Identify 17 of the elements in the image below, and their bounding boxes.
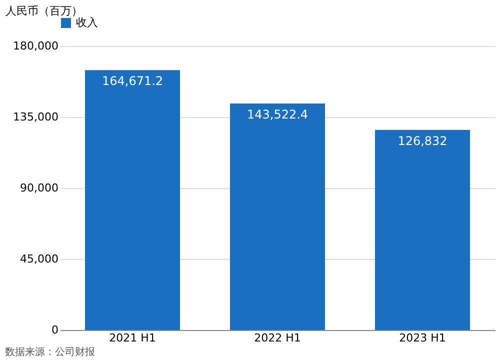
y-tick-label: 180,000 — [13, 40, 58, 52]
bar — [230, 104, 325, 330]
legend-label: 收入 — [76, 16, 98, 29]
y-tick-label: 45,000 — [20, 252, 58, 266]
y-axis-title: 人民币（百万） — [6, 4, 82, 18]
source-note: 数据来源：公司财报 — [5, 346, 95, 358]
y-tick-label: 135,000 — [13, 110, 58, 124]
bar — [375, 130, 470, 330]
y-tick-label: 90,000 — [20, 182, 58, 194]
text: 126,832 — [398, 134, 448, 148]
x-tick-label: 2021 H1 — [109, 332, 156, 344]
x-tick-label: 2022 H1 — [254, 332, 301, 344]
y-tick-label: 0 — [52, 324, 58, 336]
bar — [85, 70, 180, 330]
text: 164,671.2 — [102, 74, 164, 88]
text: 143,522.4 — [246, 108, 308, 122]
x-tick-label: 2023 H1 — [399, 332, 446, 344]
